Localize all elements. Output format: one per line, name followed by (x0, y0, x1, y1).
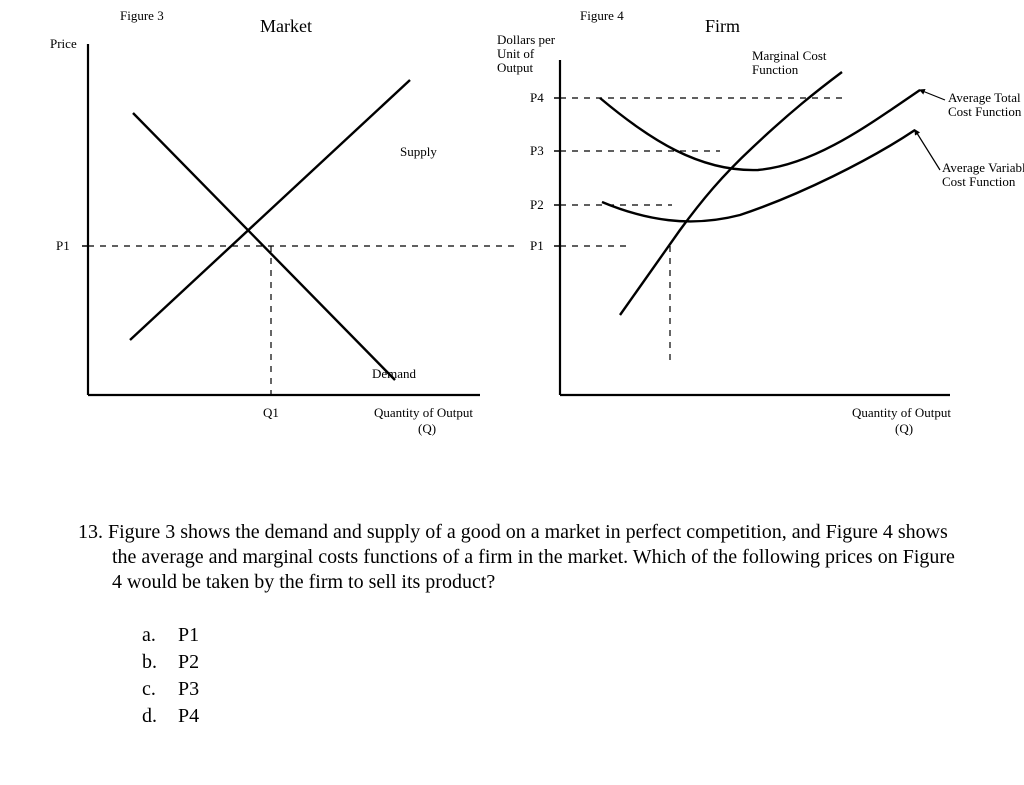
svg-text:Quantity of Output: Quantity of Output (852, 405, 951, 420)
question-text: Figure 3 shows the demand and supply of … (108, 521, 955, 593)
svg-text:Dollars per: Dollars per (497, 32, 556, 47)
svg-text:Unit of: Unit of (497, 46, 535, 61)
option-row: a.P1 (142, 623, 958, 648)
supply-line (130, 80, 410, 340)
question-text-wrap: 13. Figure 3 shows the demand and supply… (112, 520, 958, 595)
chart3-title: Market (260, 16, 312, 36)
option-text: P3 (178, 677, 199, 702)
svg-text:Marginal Cost: Marginal Cost (752, 48, 827, 63)
svg-text:P1: P1 (530, 238, 544, 253)
svg-text:Demand: Demand (372, 366, 417, 381)
option-row: b.P2 (142, 650, 958, 675)
svg-text:(Q): (Q) (895, 421, 913, 436)
figure4-label: Figure 4 (580, 8, 624, 23)
svg-text:P2: P2 (530, 197, 544, 212)
charts-row: Figure 3 Market Price P1 Q1 Supply Demand Quant… (0, 0, 1024, 450)
option-text: P1 (178, 623, 199, 648)
svg-text:Average Variable: Average Variable (942, 160, 1024, 175)
option-text: P2 (178, 650, 199, 675)
svg-text:Q1: Q1 (263, 405, 279, 420)
option-letter: c. (142, 677, 178, 702)
option-letter: b. (142, 650, 178, 675)
mc-curve (620, 72, 842, 315)
page: Figure 3 Market Price P1 Q1 Supply Demand Quant… (0, 0, 1024, 785)
svg-text:Average Total: Average Total (948, 90, 1021, 105)
option-letter: d. (142, 704, 178, 729)
charts-svg: Figure 3 Market Price P1 Q1 Supply Demand Quant… (0, 0, 1024, 450)
svg-text:P3: P3 (530, 143, 544, 158)
atc-curve (600, 90, 920, 170)
option-text: P4 (178, 704, 199, 729)
svg-text:Supply: Supply (400, 144, 437, 159)
svg-text:Quantity of Output: Quantity of Output (374, 405, 473, 420)
svg-text:P1: P1 (56, 238, 70, 253)
question-block: 13. Figure 3 shows the demand and supply… (78, 520, 958, 731)
svg-text:Cost Function: Cost Function (948, 104, 1022, 119)
option-letter: a. (142, 623, 178, 648)
question-number: 13. (78, 521, 103, 543)
option-row: d.P4 (142, 704, 958, 729)
svg-text:Function: Function (752, 62, 799, 77)
chart4-title: Firm (705, 16, 740, 36)
figure3-label: Figure 3 (120, 8, 164, 23)
svg-text:P4: P4 (530, 90, 544, 105)
avc-curve (602, 130, 915, 221)
svg-text:(Q): (Q) (418, 421, 436, 436)
svg-text:Output: Output (497, 60, 534, 75)
option-row: c.P3 (142, 677, 958, 702)
svg-text:Cost Function: Cost Function (942, 174, 1016, 189)
options-list: a.P1b.P2c.P3d.P4 (142, 623, 958, 729)
chart3-ylabel: Price (50, 36, 77, 51)
